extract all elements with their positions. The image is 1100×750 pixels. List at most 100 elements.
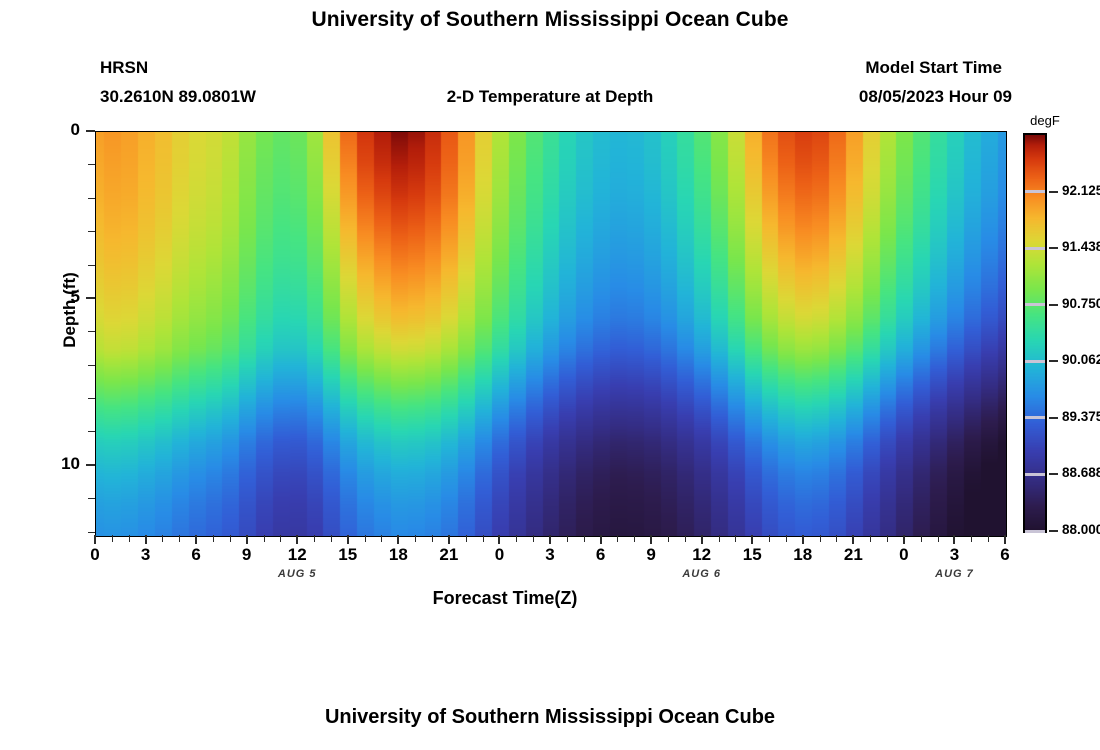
x-axis-major-tick: [549, 535, 551, 544]
colorbar-tick-inner: [1025, 472, 1045, 476]
x-axis-major-tick: [650, 535, 653, 544]
x-axis-major-tick: [953, 535, 956, 544]
x-axis-major-tick: [195, 535, 198, 544]
x-axis-minor-tick: [634, 535, 636, 542]
x-axis-tick-label: 9: [646, 545, 656, 564]
x-axis-minor-tick: [988, 535, 990, 542]
x-axis-major-tick: [902, 535, 905, 544]
colorbar-tick-label: 88.688: [1062, 465, 1100, 481]
x-axis-minor-tick: [212, 535, 214, 542]
y-axis-minor-tick: [88, 498, 95, 500]
page-title: University of Southern Mississippi Ocean…: [311, 8, 789, 31]
colorbar-tick-mark: [1049, 530, 1058, 532]
x-axis-major-tick: [94, 535, 96, 544]
model-start-time-label: Model Start Time: [865, 58, 1002, 77]
x-axis-minor-tick: [887, 535, 889, 542]
colorbar-tick-label: 90.750: [1062, 295, 1100, 311]
x-axis-tick-label: 0: [494, 545, 505, 564]
x-axis-minor-tick: [718, 535, 720, 542]
x-axis-major-tick: [700, 535, 703, 544]
x-axis-minor-tick: [735, 535, 737, 542]
colorbar-tick-label: 91.438: [1062, 239, 1100, 255]
colorbar-gradient: [1025, 135, 1045, 531]
y-axis-tick-label: 10: [61, 453, 80, 473]
x-axis-tick-label: 18: [793, 545, 813, 564]
colorbar-tick-inner: [1025, 303, 1045, 307]
colorbar-tick-label: 92.125: [1062, 182, 1100, 198]
y-axis-minor-tick: [88, 231, 95, 233]
x-axis-tick-label: 0: [90, 545, 100, 564]
x-axis-tick-label: 18: [388, 545, 408, 564]
model-start-time-value: 08/05/2023 Hour 09: [858, 87, 1012, 106]
chart-subtitle: 2-D Temperature at Depth: [446, 87, 654, 106]
y-axis-minor-tick: [88, 431, 95, 433]
x-axis-tick-label: 3: [949, 545, 960, 564]
x-axis-tick-label: 12: [692, 545, 712, 564]
x-axis-minor-tick: [566, 535, 568, 542]
x-axis-tick-label: 21: [843, 545, 863, 564]
x-axis-major-tick: [498, 535, 501, 544]
x-axis-major-tick: [1004, 535, 1006, 544]
x-axis-major-tick: [599, 535, 602, 544]
x-axis-minor-tick: [465, 535, 467, 542]
x-axis-minor-tick: [617, 535, 619, 542]
x-axis-major-tick: [801, 535, 804, 544]
x-axis-minor-tick: [128, 535, 130, 542]
y-axis-tick-label: 5: [70, 286, 80, 306]
y-axis-minor-tick: [88, 331, 95, 333]
y-axis-major-tick: [86, 296, 95, 299]
y-axis-minor-tick: [88, 398, 95, 400]
colorbar-tick-mark: [1049, 190, 1058, 193]
y-axis-minor-tick: [88, 197, 95, 199]
x-axis-major-tick: [296, 535, 299, 544]
colorbar-tick-mark: [1049, 247, 1058, 250]
x-axis-minor-tick: [482, 535, 484, 542]
y-axis-major-tick: [86, 130, 95, 132]
x-axis-minor-tick: [330, 535, 332, 542]
x-axis-minor-tick: [920, 535, 922, 542]
x-axis-tick-label: 15: [338, 545, 358, 564]
x-axis-tick-label: 21: [439, 545, 459, 564]
x-axis-tick-label: 12: [287, 545, 307, 564]
x-axis-major-tick: [852, 535, 855, 544]
footer-title: University of Southern Mississippi Ocean…: [324, 706, 776, 728]
colorbar-unit-label: degF: [1030, 113, 1060, 128]
colorbar-tick-mark: [1049, 473, 1058, 476]
x-axis-major-tick: [751, 535, 754, 544]
x-axis-minor-tick: [263, 535, 265, 542]
y-axis-title: Depth (ft): [60, 272, 79, 348]
x-axis-minor-tick: [364, 535, 366, 542]
y-axis-major-tick: [86, 463, 95, 466]
colorbar-tick-inner: [1025, 246, 1045, 250]
x-axis-minor-tick: [836, 535, 838, 542]
y-axis-minor-tick: [88, 164, 95, 166]
x-axis-minor-tick: [314, 535, 316, 542]
x-axis-minor-tick: [415, 535, 417, 542]
x-axis-minor-tick: [971, 535, 973, 542]
y-axis-minor-tick: [88, 531, 95, 533]
x-axis-minor-tick: [516, 535, 518, 542]
colorbar-tick-mark: [1049, 360, 1058, 363]
colorbar-tick-inner: [1025, 416, 1045, 420]
x-axis-major-tick: [397, 535, 400, 544]
x-axis-title: Forecast Time(Z): [432, 588, 578, 608]
x-axis-major-tick: [245, 535, 248, 544]
station-coordinates-label: 30.2610N 89.0801W: [100, 87, 256, 106]
colorbar-tick-inner: [1025, 190, 1045, 194]
x-axis-minor-tick: [937, 535, 939, 542]
y-axis-tick-label: 0: [70, 120, 80, 139]
colorbar-tick-mark: [1049, 303, 1058, 306]
x-axis-minor-tick: [432, 535, 434, 542]
x-axis-minor-tick: [229, 535, 231, 542]
colorbar-tick-label: 89.375: [1062, 408, 1100, 424]
x-axis-minor-tick: [280, 535, 282, 542]
x-axis-minor-tick: [785, 535, 787, 542]
x-axis-minor-tick: [667, 535, 669, 542]
x-axis-minor-tick: [111, 535, 113, 542]
x-axis-minor-tick: [684, 535, 686, 542]
x-axis-major-tick: [346, 535, 349, 544]
x-axis-day-label: AUG 6: [682, 568, 721, 580]
x-axis-tick-label: 0: [899, 545, 909, 564]
heatmap-plot-area: [95, 131, 1007, 537]
